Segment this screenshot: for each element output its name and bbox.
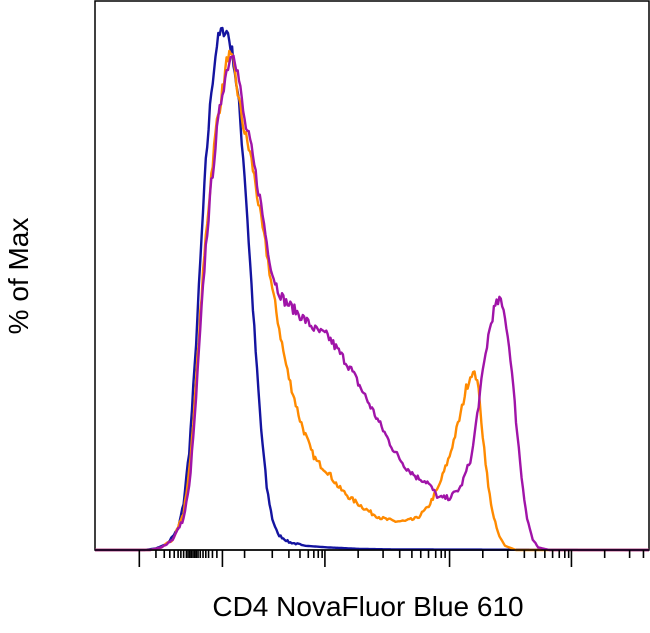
histogram-series-2	[95, 49, 649, 552]
series-layer	[95, 26, 649, 552]
x-axis-ticks	[138, 550, 645, 567]
plot-frame	[94, 0, 650, 551]
histogram-series-3	[95, 54, 649, 552]
y-axis-title: % of Max	[3, 218, 34, 335]
x-axis-title: CD4 NovaFluor Blue 610	[212, 591, 523, 622]
histogram-series-1	[95, 26, 649, 552]
